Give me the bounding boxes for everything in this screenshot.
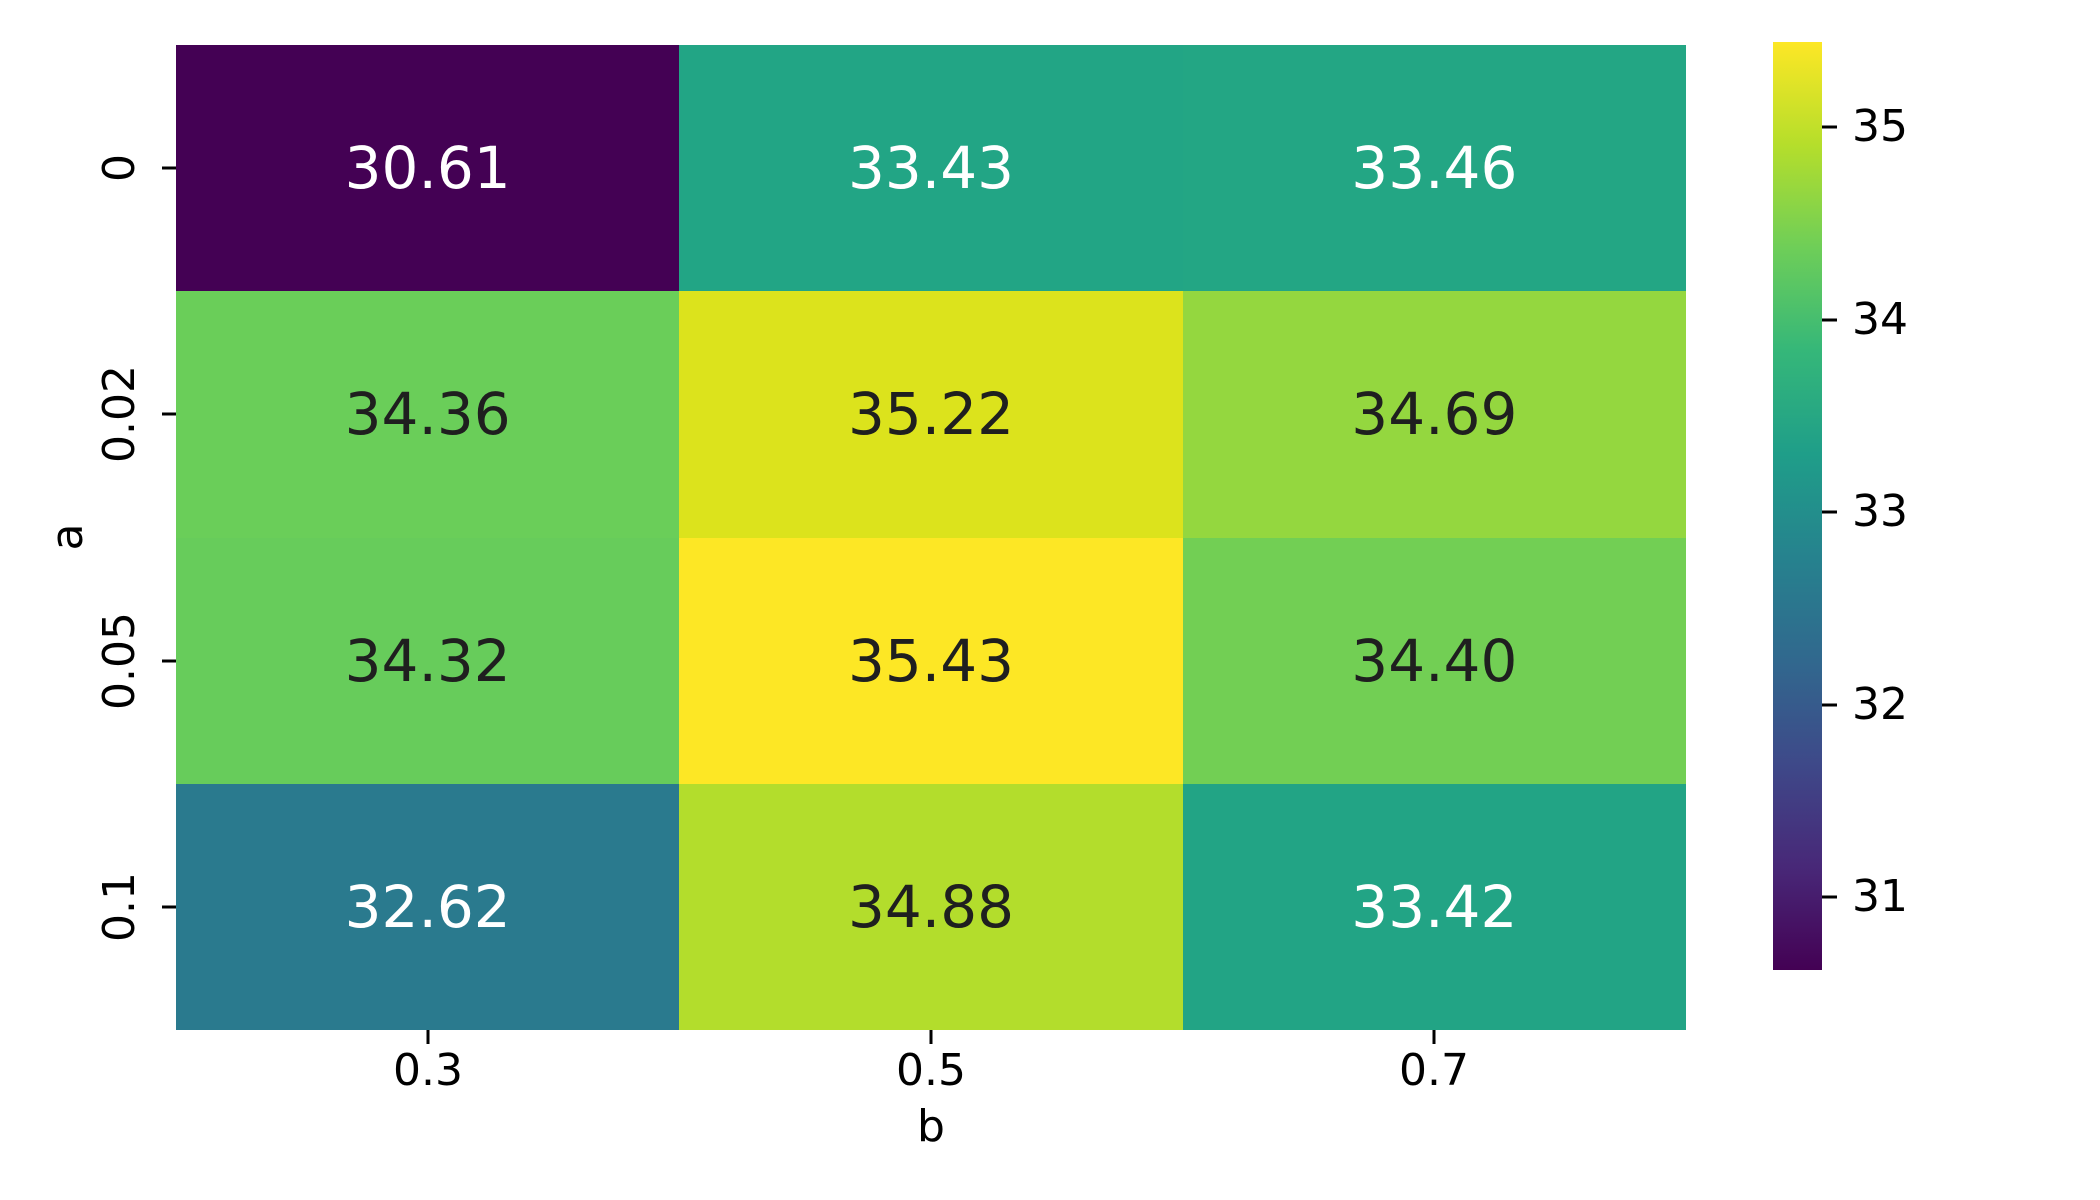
heatmap-cell: 33.46: [1182, 45, 1686, 292]
y-tick-mark: [162, 905, 176, 909]
heatmap-cell: 34.40: [1182, 537, 1686, 784]
heatmap-cell: 32.62: [176, 783, 680, 1030]
y-tick-mark: [162, 659, 176, 663]
colorbar-tick-label: 35: [1852, 101, 1908, 152]
colorbar-tick-mark: [1822, 510, 1837, 514]
y-tick-mark: [162, 412, 176, 416]
colorbar-tick-mark: [1822, 703, 1837, 707]
colorbar: [1773, 42, 1822, 970]
x-tick-label: 0.3: [393, 1045, 463, 1096]
x-tick-mark: [426, 1030, 430, 1044]
x-tick-mark: [929, 1030, 933, 1044]
y-axis-label: a: [42, 523, 93, 551]
heatmap-cell: 30.61: [176, 45, 680, 292]
heatmap-cell: 34.32: [176, 537, 680, 784]
colorbar-tick-mark: [1822, 318, 1837, 322]
colorbar-tick-label: 34: [1852, 294, 1908, 345]
heatmap-cell: 35.22: [679, 291, 1183, 538]
y-tick-label: 0: [94, 154, 145, 182]
colorbar-tick-label: 33: [1852, 486, 1908, 537]
y-tick-label: 0.05: [94, 612, 145, 710]
y-tick-label: 0.02: [94, 365, 145, 463]
x-tick-label: 0.7: [1399, 1045, 1469, 1096]
x-axis-label: b: [917, 1101, 945, 1152]
colorbar-tick-mark: [1822, 125, 1837, 129]
colorbar-tick-label: 32: [1852, 679, 1908, 730]
heatmap-cell: 34.88: [679, 783, 1183, 1030]
x-tick-label: 0.5: [896, 1045, 966, 1096]
heatmap-cell: 34.36: [176, 291, 680, 538]
heatmap-plot: 30.61 33.43 33.46 34.36 35.22 34.69 34.3…: [176, 45, 1686, 1030]
colorbar-tick-label: 31: [1852, 871, 1908, 922]
colorbar-tick-mark: [1822, 895, 1837, 899]
y-tick-label: 0.1: [94, 872, 145, 942]
heatmap-cell: 34.69: [1182, 291, 1686, 538]
y-tick-mark: [162, 166, 176, 170]
heatmap-cell: 33.43: [679, 45, 1183, 292]
x-tick-mark: [1432, 1030, 1436, 1044]
heatmap-cell: 35.43: [679, 537, 1183, 784]
heatmap-cell: 33.42: [1182, 783, 1686, 1030]
